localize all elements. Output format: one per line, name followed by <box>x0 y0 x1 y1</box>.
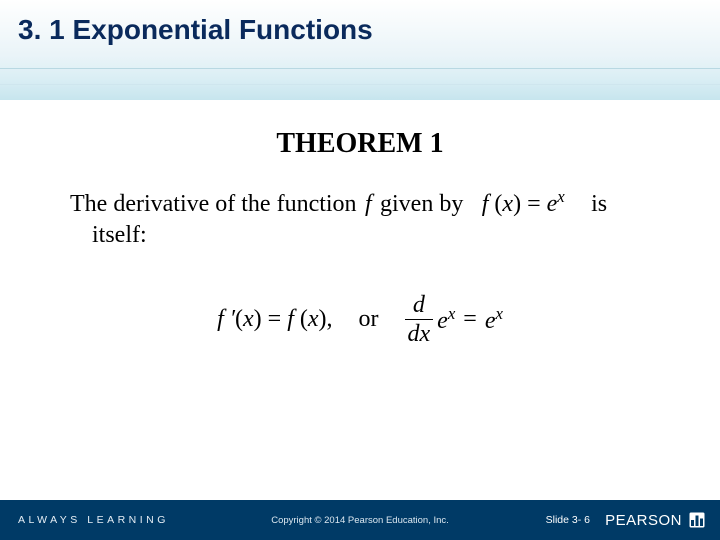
theorem-line-2: itself: <box>70 220 680 251</box>
slide-title: 3. 1 Exponential Functions <box>18 14 373 46</box>
theorem-line-1: The derivative of the function f given b… <box>70 186 680 220</box>
slide-footer: ALWAYS LEARNING Copyright © 2014 Pearson… <box>0 500 720 540</box>
math-inline-formula: f (x) = ex <box>482 186 565 220</box>
text: given by <box>380 189 463 220</box>
math-exp: x <box>495 304 502 323</box>
theorem-heading: THEOREM 1 <box>70 128 680 160</box>
slide-header: 3. 1 Exponential Functions <box>0 0 720 100</box>
math-f: f <box>365 189 372 220</box>
theorem-body: The derivative of the function f given b… <box>70 186 680 251</box>
copyright-text: Copyright © 2014 Pearson Education, Inc. <box>271 515 449 526</box>
slide-content: THEOREM 1 The derivative of the function… <box>0 100 720 500</box>
math-e: e <box>437 308 448 334</box>
math-e: e <box>485 308 496 334</box>
pearson-bar-icon <box>688 511 706 529</box>
math-exp: x <box>557 187 564 206</box>
equation-1: f ′(x) = f (x), <box>217 306 332 333</box>
math-fprime: f ′ <box>217 306 235 332</box>
header-rule <box>0 68 720 69</box>
math-e: e <box>547 191 558 217</box>
always-learning-text: ALWAYS LEARNING <box>0 514 169 526</box>
math-eq: = <box>463 306 477 333</box>
math-f: f <box>287 306 294 332</box>
text: itself: <box>92 222 147 248</box>
math-eq: = <box>268 306 282 332</box>
fraction-bar <box>405 319 434 320</box>
header-rule <box>0 84 720 85</box>
equation-2: d dx ex = ex <box>405 293 503 346</box>
text: is <box>591 189 607 220</box>
comma: , <box>327 306 333 332</box>
pearson-logo: PEARSON <box>605 511 706 529</box>
math-eq: = <box>527 191 541 217</box>
slide-number: Slide 3- 6 <box>546 514 590 526</box>
math-x: x <box>308 306 319 332</box>
text: The derivative of the function <box>70 189 357 220</box>
numerator: d <box>410 293 428 317</box>
math-exp: x <box>448 304 455 323</box>
math-x: x <box>243 306 254 332</box>
theorem-equations: f ′(x) = f (x), or d dx ex = ex <box>70 293 680 346</box>
denominator: dx <box>405 322 434 346</box>
or-text: or <box>359 306 379 333</box>
math-x: x <box>502 191 513 217</box>
fraction-ddx: d dx <box>405 293 434 346</box>
logo-text: PEARSON <box>605 512 682 529</box>
